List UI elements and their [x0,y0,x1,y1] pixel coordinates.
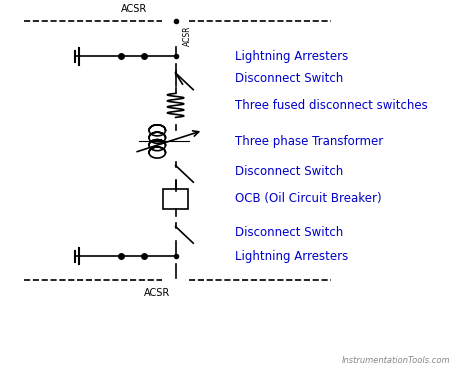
Text: Three phase Transformer: Three phase Transformer [235,135,383,148]
Text: Disconnect Switch: Disconnect Switch [235,165,344,178]
Text: ACSR: ACSR [144,288,170,298]
Text: ACSR: ACSR [121,4,147,14]
Text: Disconnect Switch: Disconnect Switch [235,72,344,85]
Text: Lightning Arresters: Lightning Arresters [235,249,348,263]
Text: Three fused disconnect switches: Three fused disconnect switches [235,99,428,112]
Text: ACSR: ACSR [182,26,191,46]
FancyBboxPatch shape [163,188,188,209]
Text: Lightning Arresters: Lightning Arresters [235,50,348,63]
Text: OCB (Oil Circuit Breaker): OCB (Oil Circuit Breaker) [235,192,382,205]
Text: Disconnect Switch: Disconnect Switch [235,226,344,239]
Text: InstrumentationTools.com: InstrumentationTools.com [342,356,451,365]
